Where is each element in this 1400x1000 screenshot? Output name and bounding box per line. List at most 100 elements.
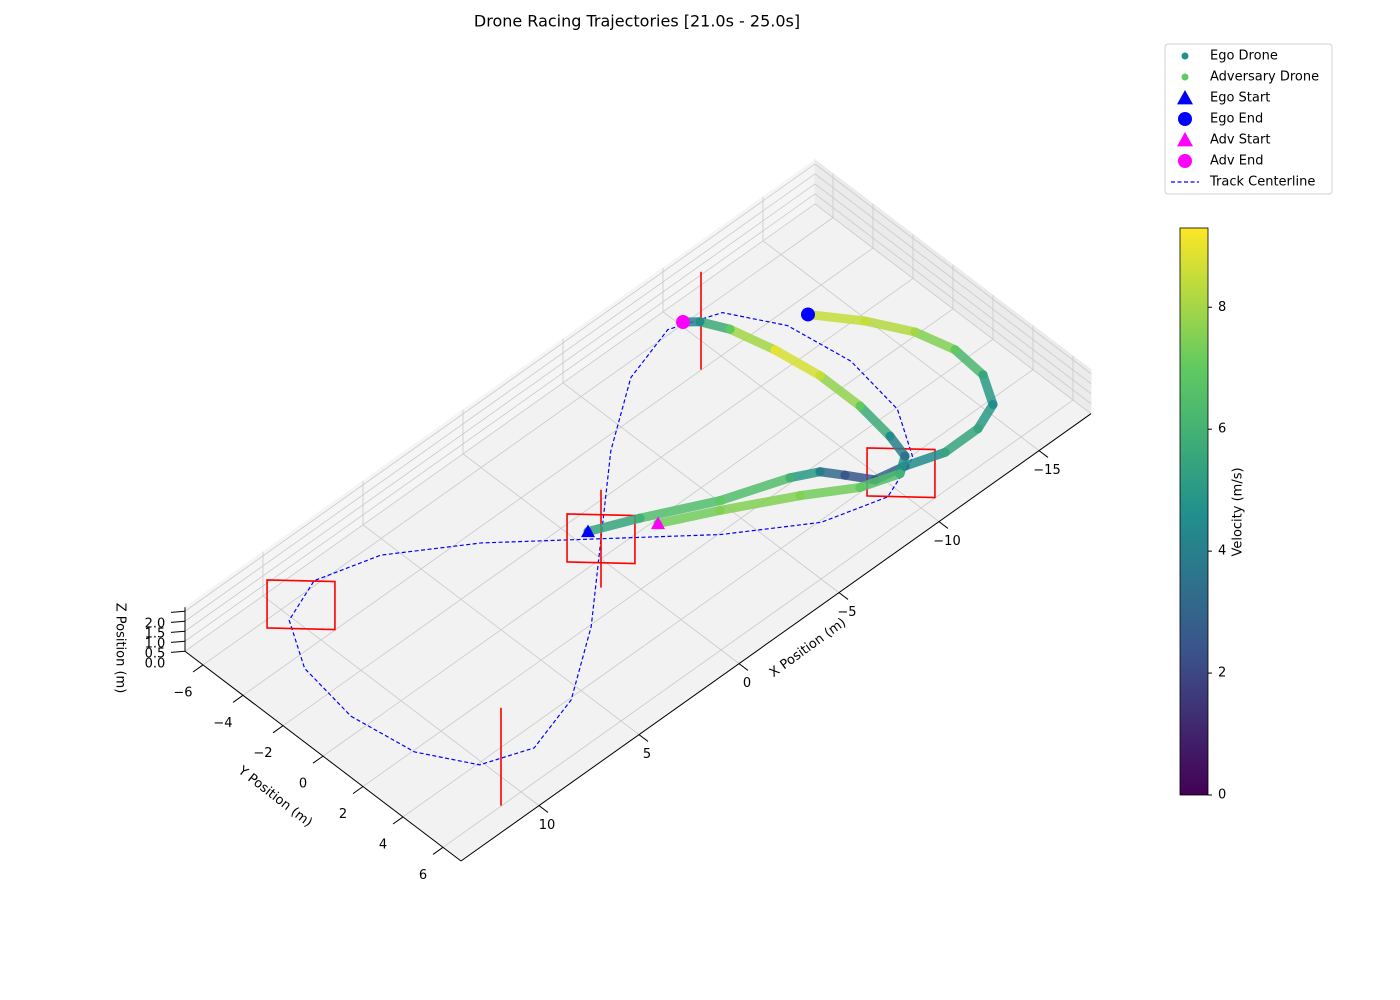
trajectory-segment <box>770 345 825 381</box>
legend-marker <box>1178 112 1192 126</box>
grid-line <box>184 173 816 622</box>
z-tick-label: 0.0 <box>145 657 166 672</box>
trajectory-point <box>885 431 895 441</box>
grid-line <box>282 278 914 727</box>
trajectory-segment <box>940 424 983 457</box>
colorbar-tick-label: 6 <box>1218 422 1226 437</box>
trajectory-segment <box>815 371 865 411</box>
trajectory-point <box>950 345 960 355</box>
z-tick <box>170 610 186 613</box>
y-tick-label: 6 <box>419 868 427 883</box>
trajectory-point <box>815 371 825 381</box>
trajectory-segment <box>973 399 998 434</box>
trajectory-point <box>770 345 780 355</box>
colorbar-label: Velocity (m/s) <box>1231 467 1246 556</box>
trajectory-segment <box>803 309 870 326</box>
trajectory-point <box>795 491 805 501</box>
trajectory-point <box>855 482 865 492</box>
colorbar-tick-label: 2 <box>1218 666 1226 681</box>
legend-label: Track Centerline <box>1209 175 1315 190</box>
trajectory-point <box>895 469 905 479</box>
trajectory-segment <box>860 316 920 337</box>
x-axis-line <box>460 413 1092 862</box>
y-axis-label: Y Position (m) <box>234 763 315 831</box>
legend-marker <box>1178 154 1192 168</box>
y-tick <box>272 725 284 734</box>
grid-line <box>814 203 1092 415</box>
trajectory-segment <box>695 317 735 334</box>
x-tick <box>1038 450 1049 458</box>
z-tick-label: 0.5 <box>145 647 166 662</box>
legend-marker <box>1181 73 1189 81</box>
legend-marker <box>1177 132 1193 147</box>
trajectory-point <box>840 470 850 480</box>
y-tick <box>192 664 204 673</box>
z-tick-label: 1.0 <box>145 637 166 652</box>
x-tick-label: −10 <box>933 534 960 549</box>
grid-line <box>184 183 816 632</box>
y-tick-label: 2 <box>339 807 347 822</box>
y-tick <box>392 816 404 825</box>
z-tick-label: 2.0 <box>145 617 166 632</box>
trajectory-point <box>635 513 645 523</box>
legend-label: Adv End <box>1210 154 1263 169</box>
x-tick-label: 5 <box>643 747 651 762</box>
trajectory-point <box>855 401 865 411</box>
track-centerline <box>288 311 914 766</box>
colorbar <box>1179 227 1209 796</box>
legend-label: Ego Start <box>1210 91 1270 106</box>
x-tick-label: −5 <box>837 605 856 620</box>
grid-line <box>442 399 1074 848</box>
legend-label: Ego Drone <box>1210 49 1278 64</box>
start-marker <box>581 524 595 538</box>
trajectory-segment <box>715 473 795 506</box>
trajectory-point <box>815 467 825 477</box>
x-tick-label: 10 <box>539 818 556 833</box>
x-tick <box>738 663 749 671</box>
colorbar-tick-label: 4 <box>1218 544 1226 559</box>
legend-label: Ego End <box>1210 112 1263 127</box>
grid-line <box>402 369 1034 818</box>
trajectory-point <box>910 327 920 337</box>
grid-line <box>242 247 874 696</box>
z-axis-label: Z Position (m) <box>113 603 128 694</box>
trajectory-point <box>988 399 998 409</box>
trajectory-point <box>695 317 705 327</box>
trajectory-point <box>715 496 725 506</box>
trajectory-segment <box>635 496 725 523</box>
end-marker <box>801 307 815 322</box>
z-tick <box>170 640 186 643</box>
trajectory-segment <box>795 482 865 501</box>
y-tick <box>352 786 364 795</box>
y-tick <box>312 755 324 764</box>
colorbar-tick-label: 0 <box>1218 788 1226 803</box>
x-tick <box>638 734 649 742</box>
gate <box>266 579 336 631</box>
x-tick <box>538 805 549 813</box>
legend-marker <box>1181 52 1189 60</box>
start-marker <box>651 516 665 530</box>
trajectory-point <box>860 316 870 326</box>
trajectory-point <box>725 324 735 334</box>
trajectory-point <box>900 451 910 461</box>
y-tick-label: −4 <box>213 716 232 731</box>
legend-label: Adv Start <box>1210 133 1271 148</box>
trajectory-point <box>978 370 988 380</box>
gate <box>866 447 936 499</box>
z-tick <box>170 620 186 623</box>
grid-line <box>814 193 1092 405</box>
grid-line <box>184 193 816 642</box>
trajectory-segment <box>725 324 780 355</box>
end-marker <box>676 315 690 330</box>
trajectory-point <box>715 505 725 515</box>
y-tick-label: −2 <box>253 746 272 761</box>
x-tick-label: −15 <box>1033 463 1060 478</box>
grid-line <box>362 338 994 787</box>
colorbar-tick-label: 8 <box>1218 300 1226 315</box>
trajectory-segment <box>950 345 988 380</box>
trajectory-segment <box>910 327 960 355</box>
y-tick <box>232 694 244 703</box>
legend-marker <box>1177 90 1193 105</box>
trajectory-segment <box>785 467 825 483</box>
